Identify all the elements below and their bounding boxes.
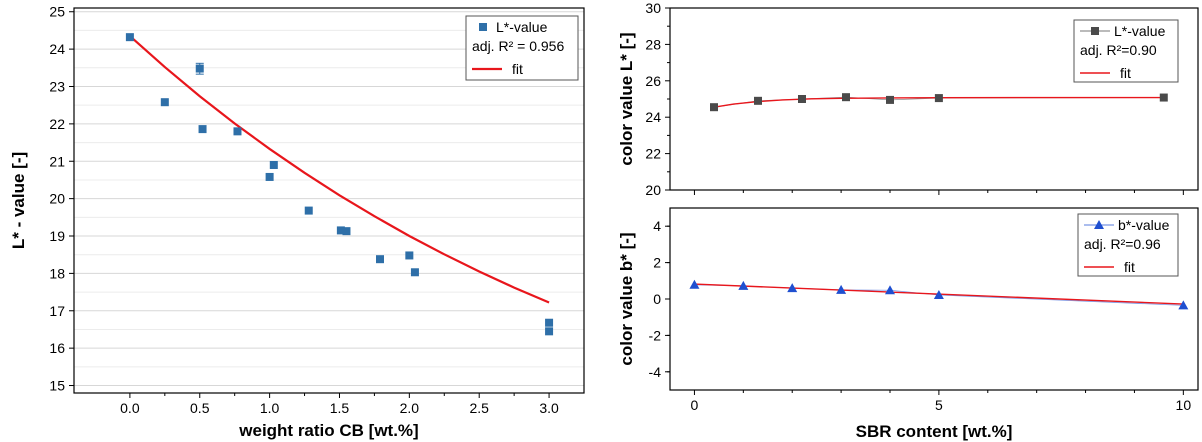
data-point <box>738 280 749 290</box>
data-point <box>405 251 414 260</box>
fit-line <box>713 96 1164 108</box>
data-point <box>336 226 345 235</box>
x-tick-label: 0.0 <box>120 400 140 416</box>
y-tick-label: 24 <box>49 41 65 57</box>
data-point <box>885 285 895 295</box>
y-tick-label: 28 <box>645 36 661 52</box>
y-tick-label: 20 <box>49 191 65 207</box>
x-tick-label: 2.0 <box>400 400 420 416</box>
legend-label: fit <box>1124 259 1135 275</box>
legend-label: fit <box>512 61 523 77</box>
y-tick-label: 20 <box>645 182 661 198</box>
chart-right-top: 20 22 24 26 28 30 color value L* [-] L*-value ad… <box>617 0 1199 198</box>
chart-right-bottom: -4 -2 0 2 4 0 5 10 color value b* [-] SBR content… <box>617 207 1199 441</box>
x-tick-label: 1.0 <box>260 400 280 416</box>
data-point <box>842 93 850 102</box>
data-point <box>798 95 806 103</box>
data-point <box>269 160 278 169</box>
y-tick-label: 25 <box>49 4 65 20</box>
data-point <box>934 94 943 103</box>
x-tick-label: 2.5 <box>469 400 489 416</box>
y-tick-label: 18 <box>49 265 65 281</box>
data-point <box>689 279 700 289</box>
y-tick-label: 17 <box>49 303 65 319</box>
x-axis-label: SBR content [wt.%] <box>856 422 1013 441</box>
data-point <box>376 255 384 264</box>
data-point <box>754 96 762 105</box>
data-point <box>1159 93 1168 102</box>
legend-label: L*-value <box>496 19 548 35</box>
data-point <box>125 33 134 42</box>
y-tick-label: 30 <box>645 0 661 16</box>
x-tick-label: 5 <box>935 397 943 413</box>
y-tick-label: 22 <box>645 146 661 162</box>
y-tick-label: 4 <box>653 218 661 234</box>
y-tick-label: 0 <box>653 291 661 307</box>
x-axis-label: weight ratio CB [wt.%] <box>238 421 418 440</box>
legend-label: L*-value <box>1114 23 1166 39</box>
y-axis-label: color value L* [-] <box>617 32 636 165</box>
legend-label: adj. R² = 0.956 <box>472 38 564 54</box>
legend-label: adj. R²=0.90 <box>1080 42 1157 58</box>
y-tick-label: 15 <box>49 378 65 394</box>
data-point <box>233 127 242 136</box>
legend-box <box>1077 213 1179 277</box>
fit-line <box>129 35 550 304</box>
y-tick-label: -2 <box>649 327 662 343</box>
y-axis-label: L* - value [-] <box>9 152 28 249</box>
legend: b*-value adj. R²=0.96 fit <box>1077 213 1179 277</box>
legend-marker <box>1091 27 1099 35</box>
data-point <box>545 318 554 327</box>
legend-label: adj. R²=0.96 <box>1084 236 1161 252</box>
y-tick-label: 26 <box>645 73 661 89</box>
y-tick-label: 22 <box>49 116 65 132</box>
data-point <box>710 103 718 112</box>
data-point <box>195 64 204 73</box>
y-tick-label: 21 <box>49 153 65 169</box>
data-point <box>304 206 313 215</box>
x-tick-label: 0.5 <box>190 400 210 416</box>
chart-left: 0.0 0.5 1.0 1.5 2.0 2.5 3.0 15 16 17 18 19 20 21 22 23 2… <box>9 4 585 440</box>
plot-frame <box>73 7 585 394</box>
data-point <box>410 268 419 277</box>
data-point <box>1178 300 1189 310</box>
legend: L*-value adj. R² = 0.956 fit <box>465 15 579 81</box>
legend-marker <box>479 23 487 31</box>
legend: L*-value adj. R²=0.90 fit <box>1073 19 1179 83</box>
data-point <box>265 172 274 181</box>
y-tick-label: 19 <box>49 228 65 244</box>
y-tick-label: 24 <box>645 109 661 125</box>
x-tick-label: 0 <box>691 397 699 413</box>
data-point <box>787 283 798 293</box>
y-tick-label: 23 <box>49 78 65 94</box>
legend-label: fit <box>1120 65 1131 81</box>
y-tick-label: -4 <box>649 364 662 380</box>
data-point <box>198 125 207 134</box>
x-tick-label: 3.0 <box>539 400 559 416</box>
legend-label: b*-value <box>1118 217 1170 233</box>
data-point <box>886 95 894 104</box>
data-point <box>545 327 554 336</box>
data-point <box>342 227 351 236</box>
legend-marker <box>1094 220 1104 229</box>
data-point <box>160 98 169 107</box>
data-point <box>836 284 847 294</box>
data-point <box>933 289 944 299</box>
x-tick-label: 10 <box>1176 397 1192 413</box>
x-tick-label: 1.5 <box>330 400 350 416</box>
y-axis-label: color value b* [-] <box>617 232 636 365</box>
y-tick-label: 16 <box>49 340 65 356</box>
y-tick-label: 2 <box>653 255 661 271</box>
